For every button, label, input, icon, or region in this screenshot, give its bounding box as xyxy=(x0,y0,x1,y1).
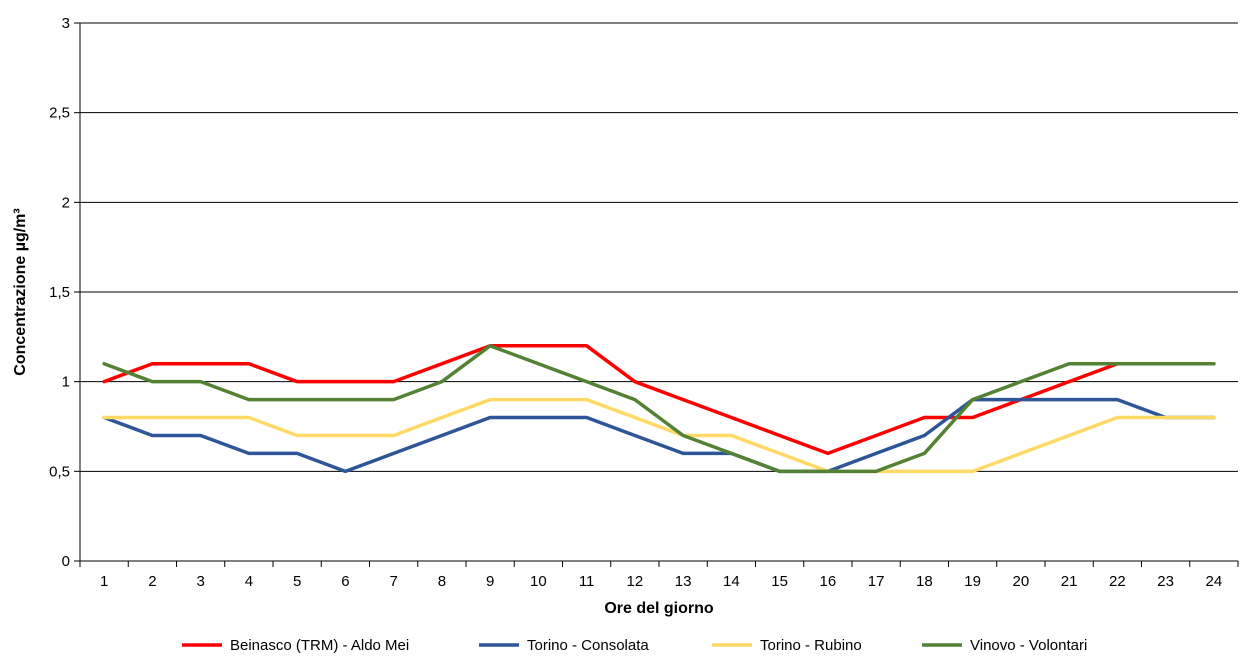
x-tick-label: 10 xyxy=(530,573,547,590)
gridlines xyxy=(80,22,1238,472)
series-line-1 xyxy=(102,344,1216,456)
x-tick-label: 9 xyxy=(486,573,494,590)
x-tick-label: 14 xyxy=(723,573,740,590)
x-tick-label: 3 xyxy=(196,573,204,590)
y-axis-title: Concentrazione µg/m³ xyxy=(12,208,29,375)
y-tick-label: 1,5 xyxy=(49,284,70,301)
x-tick-label: 11 xyxy=(579,573,595,590)
tick-labels: 00,511,522,531 2 3 4 5 6 7 8 9 10 11 12 13 14 15 16 17 18… xyxy=(49,15,1222,590)
x-tick-label: 12 xyxy=(627,573,644,590)
x-tick-label: 16 xyxy=(820,573,837,590)
legend-label: Vinovo - Volontari xyxy=(970,637,1087,654)
legend: Beinasco (TRM) - Aldo Mei Torino - Consol… xyxy=(182,637,1087,654)
x-tick-label: 1 xyxy=(100,573,108,590)
x-tick-label: 18 xyxy=(916,573,933,590)
x-tick-label: 2 xyxy=(148,573,156,590)
y-tick-label: 3 xyxy=(62,15,70,32)
legend-label: Torino - Consolata xyxy=(527,637,649,654)
x-tick-label: 17 xyxy=(868,573,885,590)
x-tick-label: 21 xyxy=(1061,573,1078,590)
y-tick-label: 0 xyxy=(62,553,70,570)
x-tick-label: 5 xyxy=(293,573,301,590)
x-tick-label: 23 xyxy=(1157,573,1174,590)
x-tick-label: 13 xyxy=(675,573,692,590)
y-tick-label: 0,5 xyxy=(49,463,70,480)
legend-label: Beinasco (TRM) - Aldo Mei xyxy=(230,637,409,654)
series-line-2 xyxy=(102,397,1216,474)
axes xyxy=(74,22,1239,567)
y-tick-label: 2 xyxy=(62,194,70,211)
x-tick-label: 22 xyxy=(1109,573,1126,590)
x-tick-label: 8 xyxy=(438,573,446,590)
x-tick-label: 7 xyxy=(389,573,397,590)
x-tick-label: 24 xyxy=(1206,573,1223,590)
x-tick-label: 19 xyxy=(964,573,981,590)
x-tick-label: 15 xyxy=(771,573,788,590)
x-tick-label: 6 xyxy=(341,573,349,590)
series-line-3 xyxy=(102,397,1216,474)
series-line-4 xyxy=(102,344,1216,474)
legend-label: Torino - Rubino xyxy=(760,637,862,654)
series-lines xyxy=(102,344,1216,474)
y-tick-label: 1 xyxy=(62,374,70,391)
x-tick-label: 20 xyxy=(1013,573,1030,590)
x-axis-title: Ore del giorno xyxy=(604,600,714,617)
x-tick-label: 4 xyxy=(245,573,253,590)
y-tick-label: 2,5 xyxy=(49,105,70,122)
